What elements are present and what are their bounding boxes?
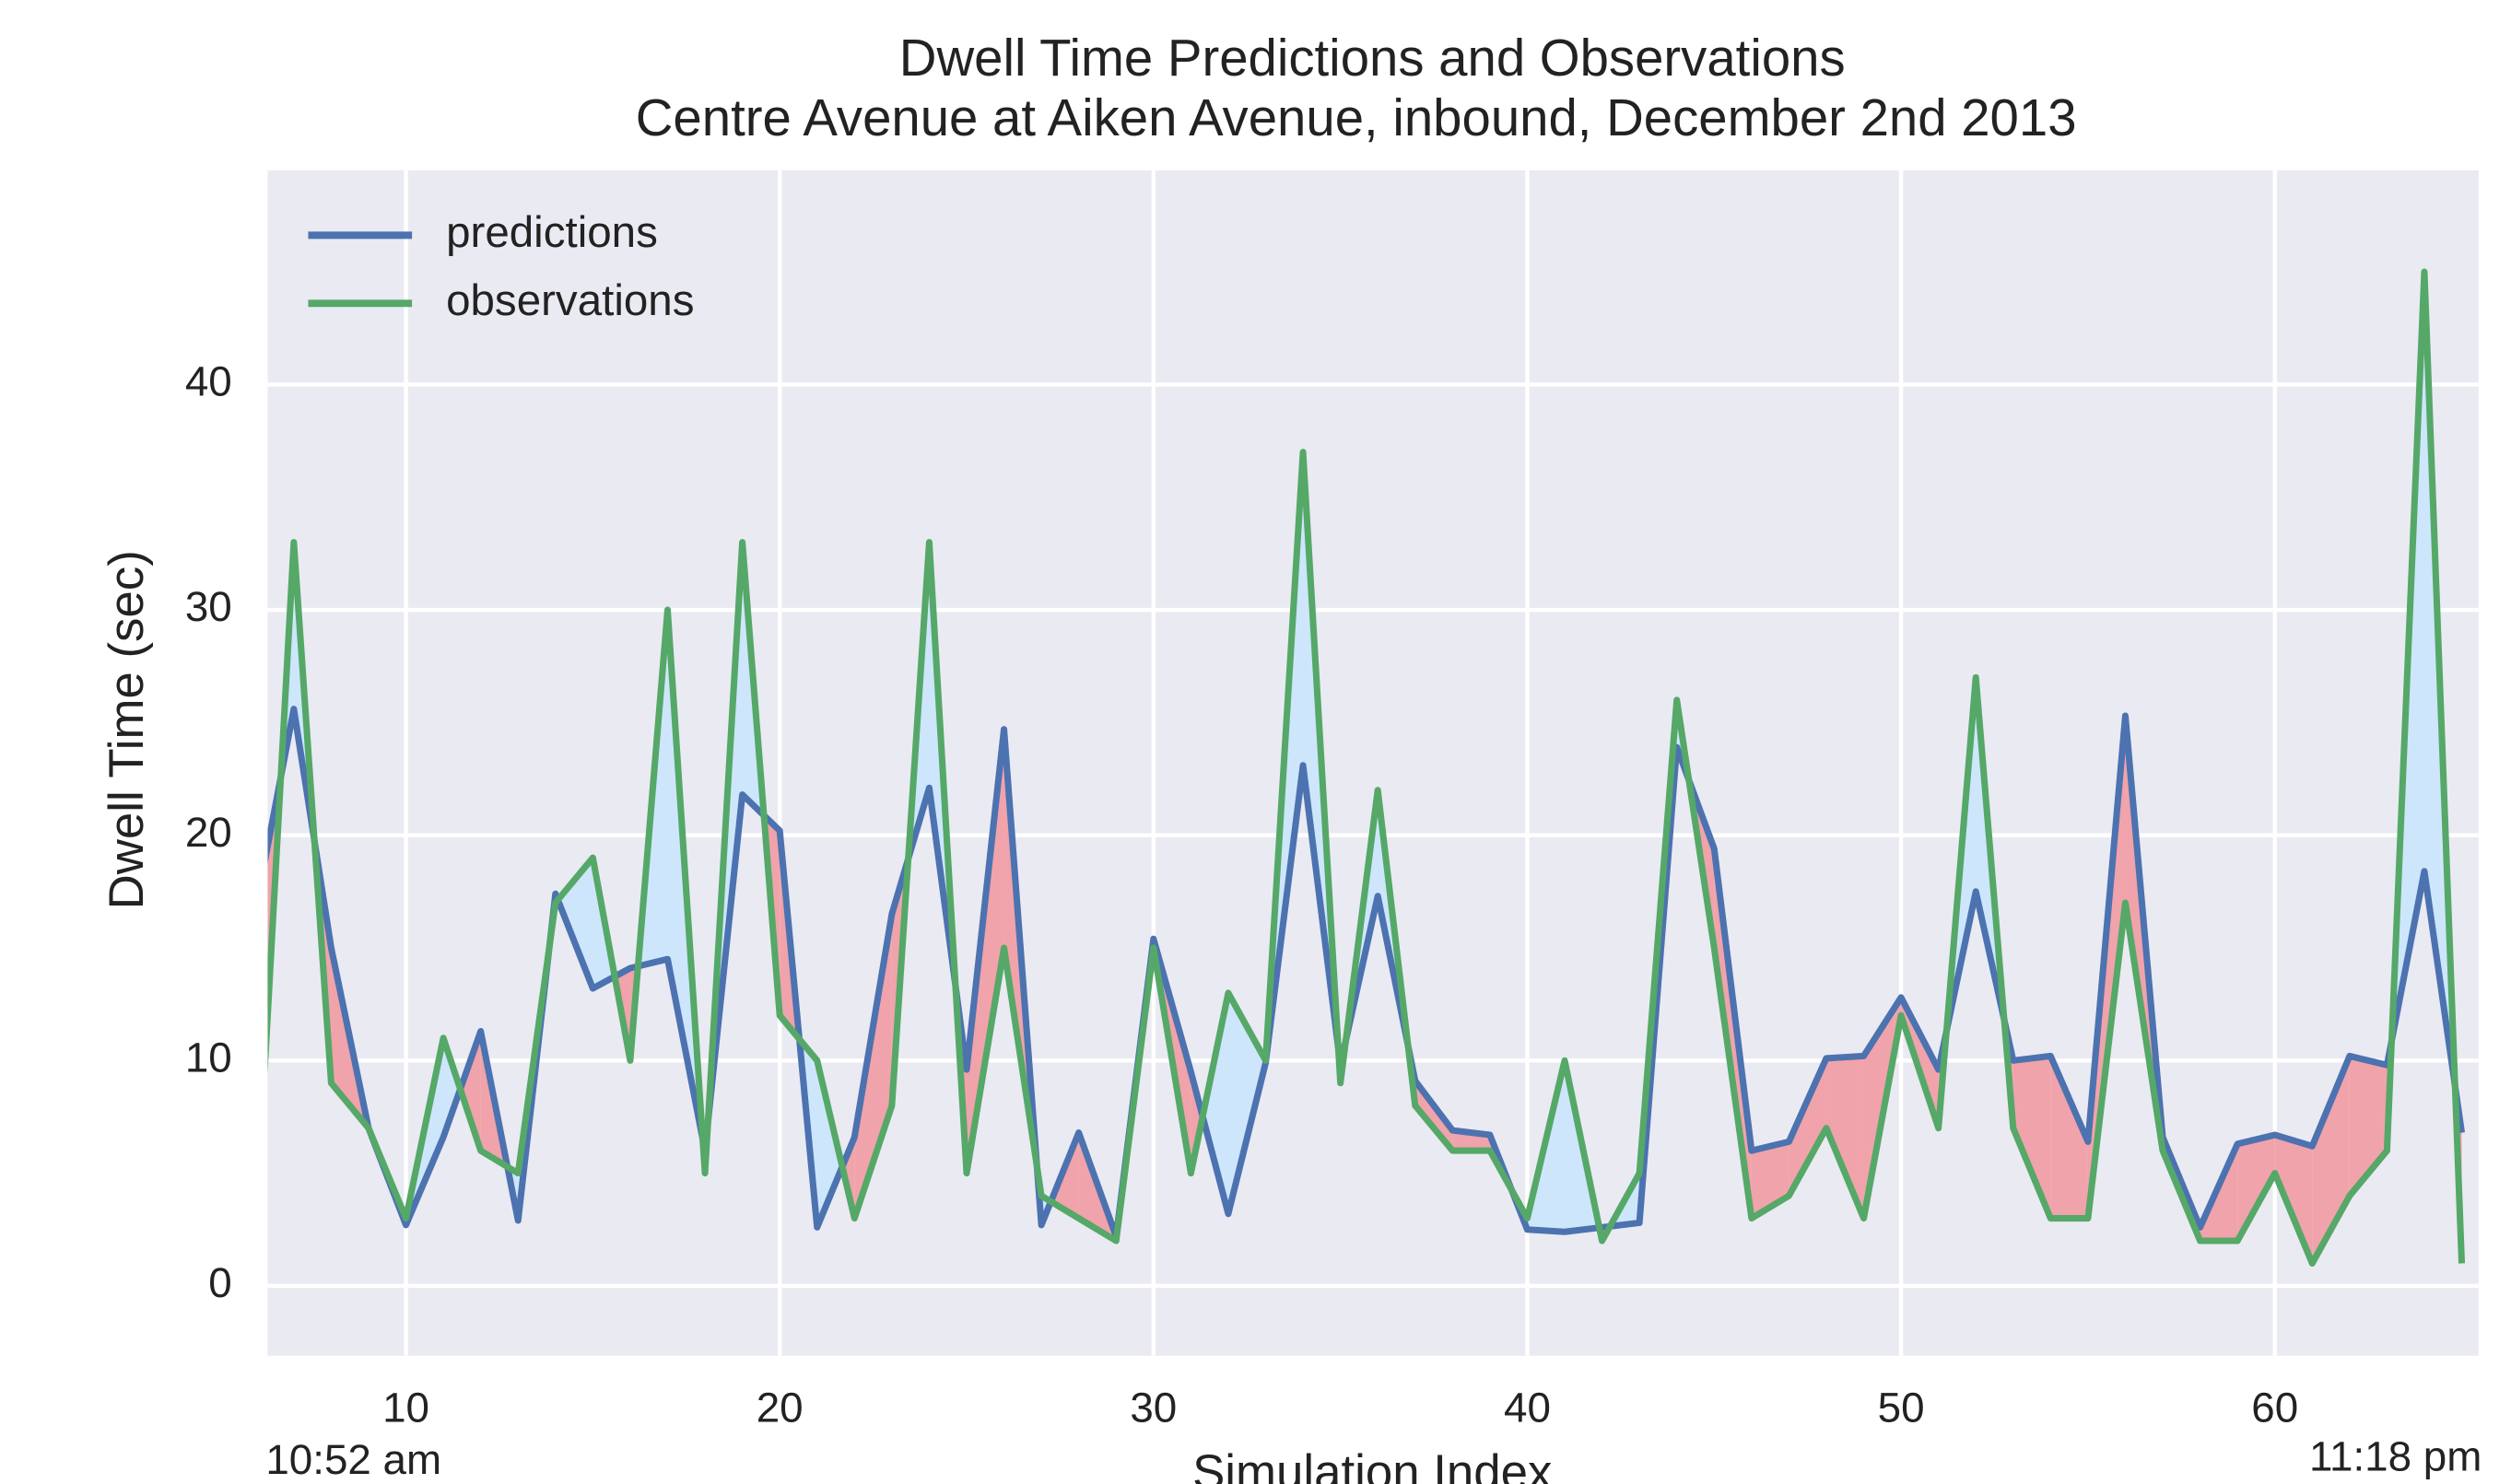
difference-fill — [1203, 992, 1228, 1214]
x-tick-label: 20 — [757, 1385, 804, 1431]
chart-subtitle: Centre Avenue at Aiken Avenue, inbound, … — [636, 88, 2077, 146]
difference-fill — [2012, 1056, 2051, 1219]
x-tick-label: 40 — [1504, 1385, 1551, 1431]
y-axis-label: Dwell Time (sec) — [100, 550, 154, 909]
difference-fill — [460, 1031, 481, 1151]
chart-title: Dwell Time Predictions and Observations — [899, 29, 1846, 87]
difference-fill — [443, 1037, 461, 1138]
legend-label: observations — [446, 276, 694, 325]
y-tick-label: 10 — [185, 1034, 232, 1081]
y-tick-label: 0 — [208, 1259, 231, 1306]
x-tick-label: 30 — [1130, 1385, 1177, 1431]
y-tick-label: 20 — [185, 809, 232, 856]
difference-fill — [742, 542, 765, 816]
x-axis-label: Simulation Index — [1192, 1445, 1552, 1484]
legend-label: predictions — [446, 208, 658, 257]
difference-fill — [2050, 1056, 2088, 1219]
y-tick-label: 30 — [185, 583, 232, 630]
x-tick-label: 50 — [1878, 1385, 1925, 1431]
y-tick-label: 40 — [185, 357, 232, 404]
difference-fill — [629, 965, 639, 1061]
x-tick-label: 60 — [2251, 1385, 2298, 1431]
x-tick-label: 10 — [382, 1385, 429, 1431]
difference-fill — [2237, 1135, 2275, 1242]
end-time: 11:18 pm — [2309, 1433, 2482, 1480]
difference-fill — [1789, 1057, 1826, 1197]
start-time: 10:52 am — [265, 1436, 441, 1483]
difference-fill — [854, 914, 892, 1219]
difference-fill — [2274, 1135, 2313, 1264]
difference-fill — [1825, 1056, 1864, 1219]
difference-fill — [816, 1060, 843, 1228]
plot-background — [267, 169, 2479, 1356]
difference-fill — [638, 610, 668, 966]
series-line — [267, 268, 2466, 1268]
series-line — [267, 706, 2466, 1240]
